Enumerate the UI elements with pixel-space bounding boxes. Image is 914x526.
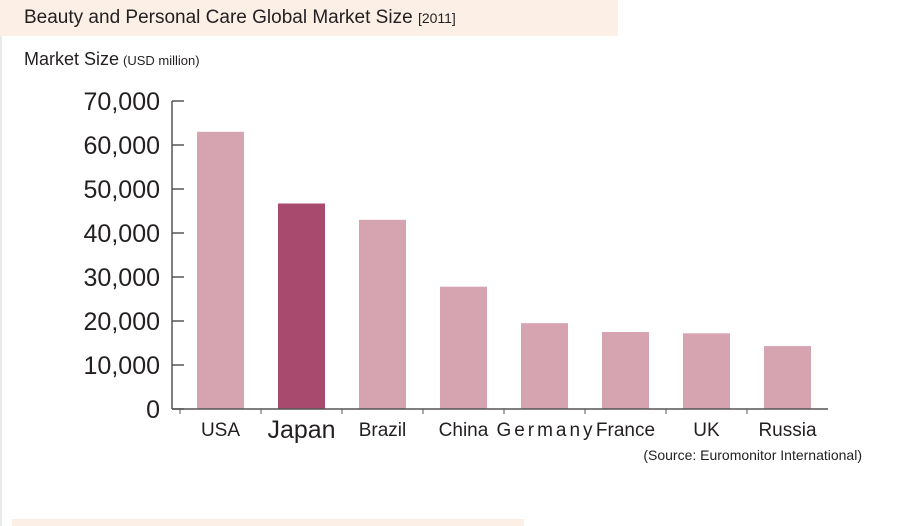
y-axis-label: Market Size (USD million)	[24, 49, 200, 69]
x-tick-label-russia: Russia	[758, 420, 817, 441]
y-tick-label: 60,000	[84, 132, 160, 160]
x-tick-label-brazil: Brazil	[359, 420, 407, 441]
title-band	[0, 0, 618, 36]
y-tick-label: 70,000	[84, 88, 160, 116]
y-tick-label: 40,000	[84, 220, 160, 248]
source-note: (Source: Euromonitor International)	[643, 447, 862, 463]
chart-title: Beauty and Personal Care Global Market S…	[24, 7, 456, 29]
y-axis-unit: (USD million)	[123, 53, 200, 68]
bottom-band	[12, 519, 524, 526]
x-tick-label-usa: USA	[201, 420, 240, 441]
x-tick-label-germany: Germany	[497, 420, 594, 441]
y-tick-label: 30,000	[84, 264, 160, 292]
y-tick-label: 20,000	[84, 308, 160, 336]
y-axis-label-text: Market Size	[24, 49, 119, 69]
bars	[197, 131, 811, 410]
x-tick-label-uk: UK	[693, 420, 720, 441]
bar-germany	[521, 323, 568, 409]
chart-title-text: Beauty and Personal Care Global Market S…	[24, 7, 413, 28]
x-axis-labels: USA Japan Brazil China Germany France UK Russia	[179, 409, 817, 444]
y-tick-label: 0	[146, 396, 160, 424]
bar-russia	[764, 346, 811, 409]
chart-title-year: [2011]	[417, 10, 456, 26]
y-tick-label: 10,000	[84, 352, 160, 380]
bar-usa	[197, 131, 244, 410]
x-tick-label-france: France	[596, 420, 655, 441]
y-tick-label: 50,000	[84, 176, 160, 204]
left-border	[0, 0, 2, 526]
x-tick-label-japan: Japan	[267, 416, 335, 444]
y-axis-ticks: 0 10,000 20,000 30,000 40,000 50,000 60,000 70,…	[84, 88, 184, 424]
bar-france	[602, 332, 649, 409]
bar-brazil	[359, 219, 406, 409]
bar-japan	[278, 203, 325, 409]
x-tick-label-china: China	[439, 420, 489, 441]
bar-china	[440, 286, 487, 409]
bar-uk	[683, 333, 730, 409]
